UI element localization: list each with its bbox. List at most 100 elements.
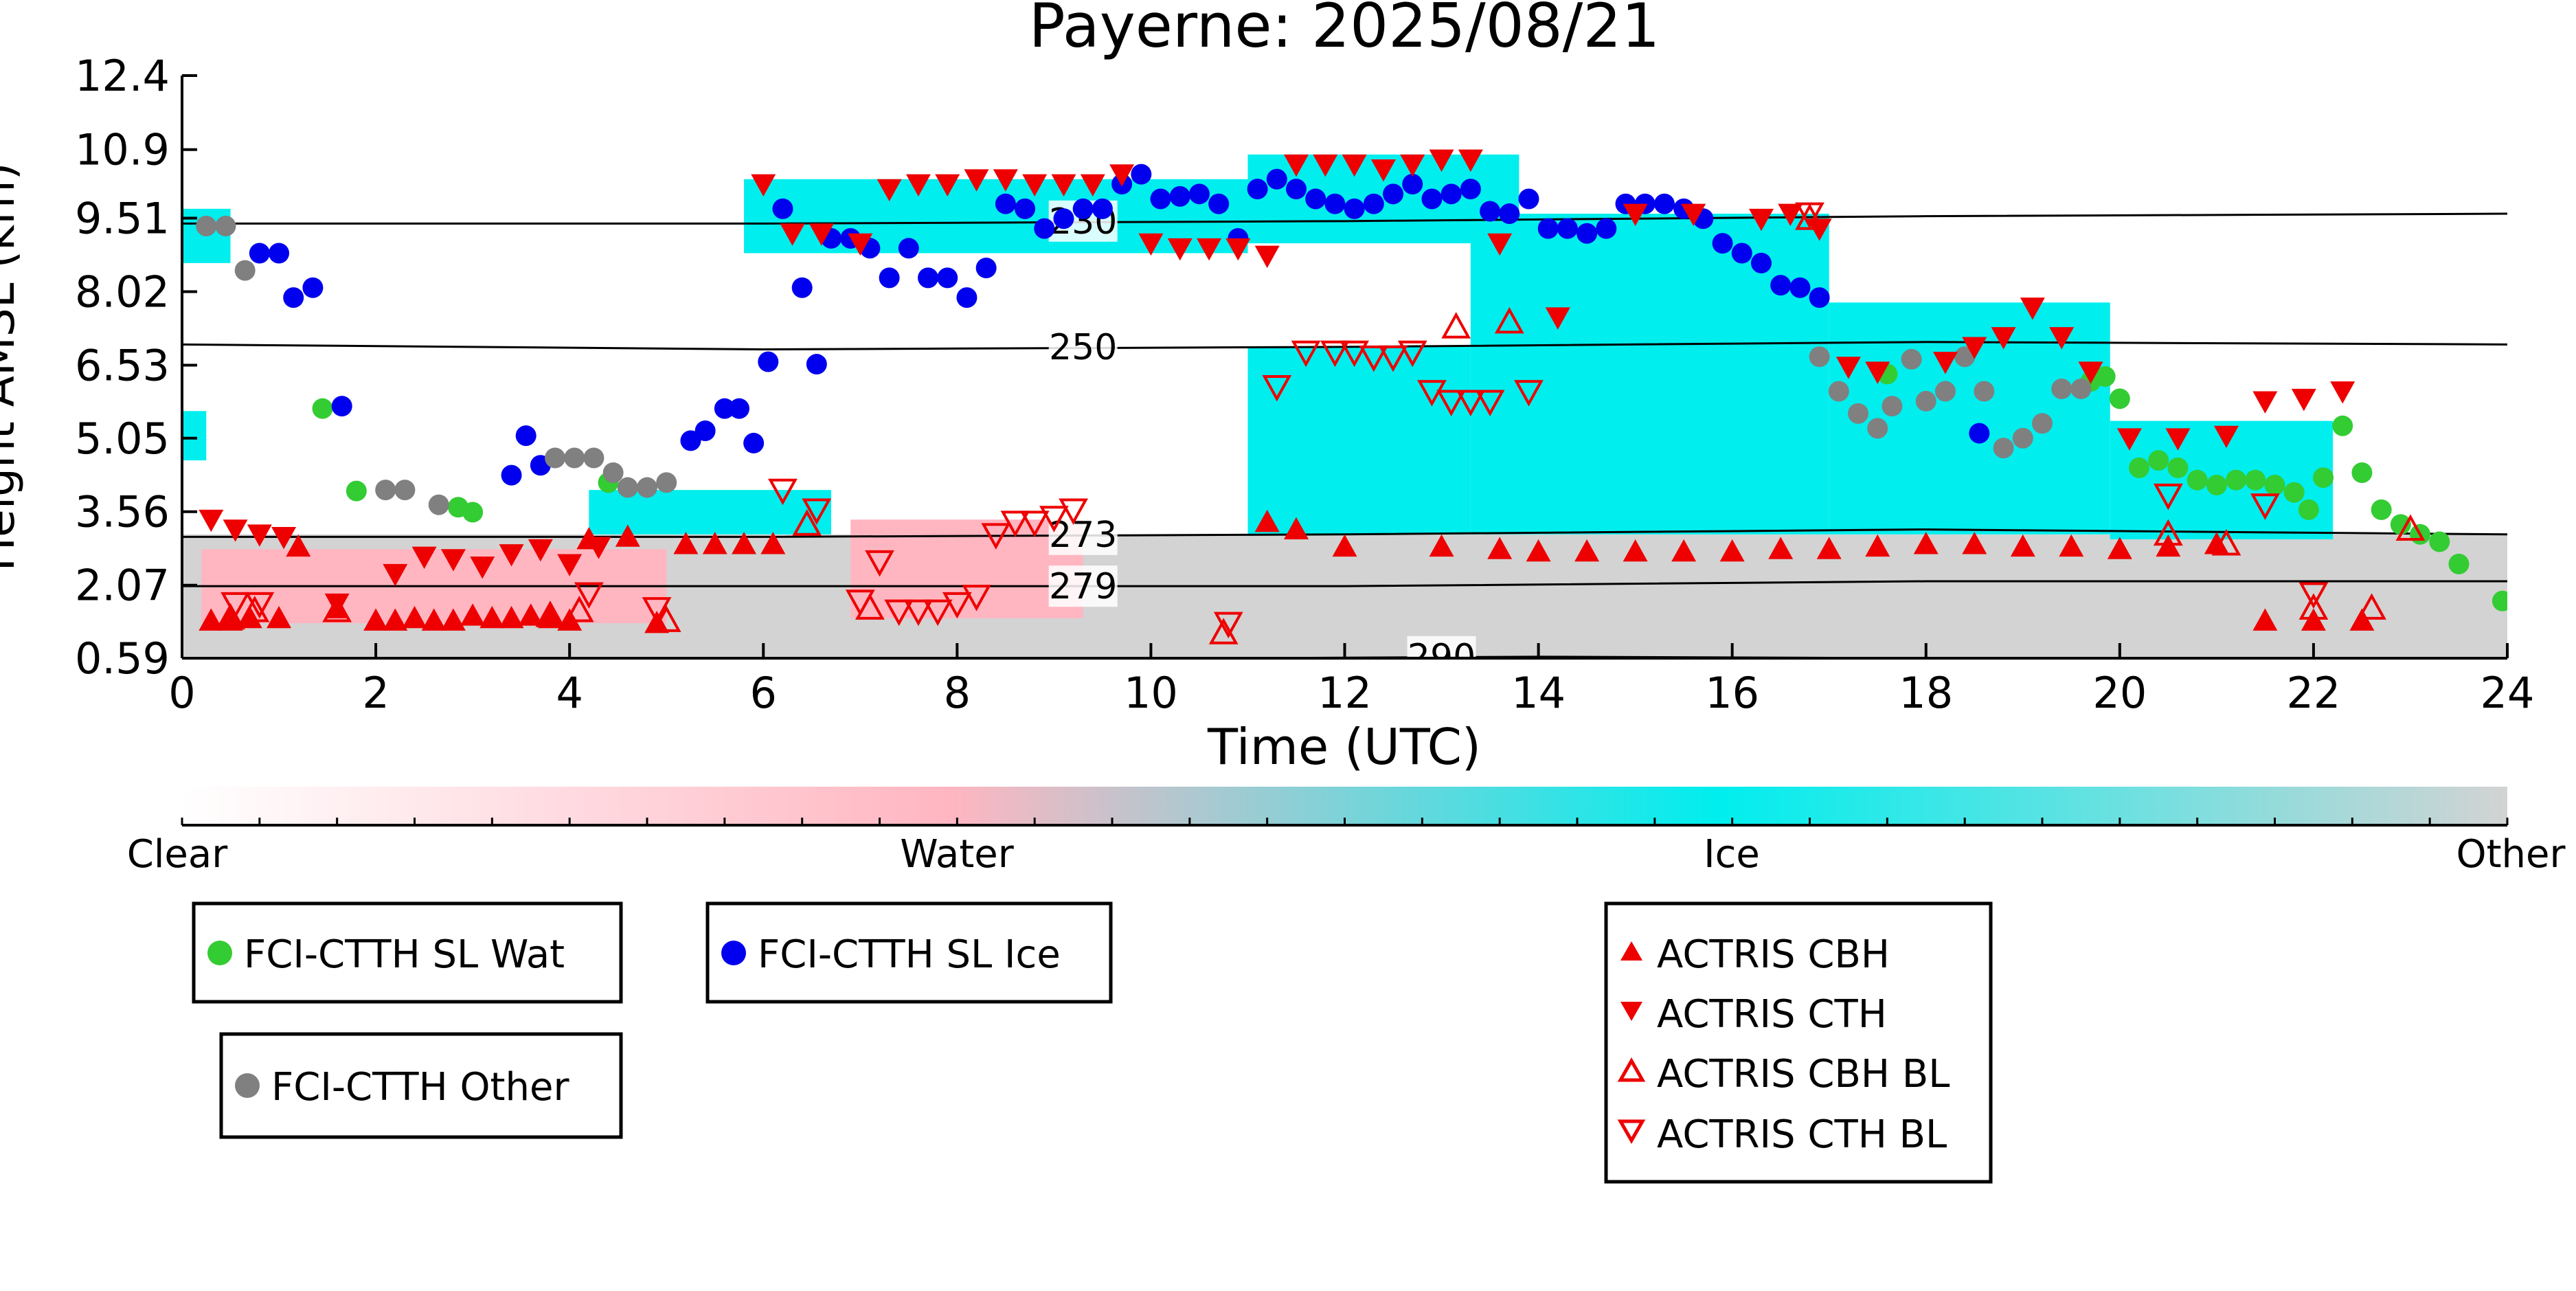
point-actris-cbh (1719, 539, 1745, 562)
point-actris-cth (383, 563, 408, 587)
point-actris-cth (964, 169, 989, 192)
x-tick-label: 6 (750, 668, 777, 718)
data-markers (196, 149, 2507, 644)
point-actris-cbh (383, 608, 408, 631)
point-fci-ctth-other (1848, 403, 1869, 424)
point-fci-ctth-sl-ice (1750, 252, 1772, 273)
point-fci-ctth-sl-wat (2094, 366, 2116, 388)
point-actris-cbh (537, 605, 563, 629)
point-actris-cth (1283, 154, 1309, 177)
x-tick-label: 20 (2092, 668, 2147, 718)
point-fci-ctth-sl-ice (1015, 198, 1036, 219)
point-actris-cth (2049, 327, 2075, 350)
point-actris-cth (905, 174, 931, 197)
point-fci-ctth-sl-ice (1770, 275, 1792, 296)
point-fci-ctth-sl-wat (462, 502, 484, 523)
point-fci-ctth-sl-ice (1188, 183, 1210, 205)
point-actris-cth-bl (942, 592, 972, 619)
y-tick-label: 5.05 (75, 414, 170, 464)
point-fci-ctth-sl-ice (1305, 188, 1326, 210)
x-tick-label: 4 (556, 668, 583, 718)
point-fci-ctth-sl-ice (1577, 223, 1598, 244)
point-fci-ctth-sl-ice (501, 464, 522, 486)
point-actris-cbh (479, 605, 505, 629)
x-tick-label: 2 (362, 668, 389, 718)
point-fci-ctth-sl-wat (312, 398, 333, 419)
point-fci-ctth-sl-ice (1383, 183, 1404, 205)
point-fci-ctth-sl-ice (995, 193, 1016, 214)
point-fci-ctth-sl-ice (806, 354, 827, 375)
point-fci-ctth-sl-ice (1092, 198, 1113, 219)
point-actris-cbh (1962, 532, 1987, 554)
point-actris-cth (1962, 337, 1987, 359)
point-actris-cth (1197, 238, 1222, 261)
point-actris-cth-bl (1378, 345, 1408, 372)
point-fci-ctth-sl-wat (2187, 469, 2208, 491)
isotherm-label-bg (1048, 565, 1118, 607)
point-fci-ctth-sl-ice (956, 287, 978, 308)
point-fci-ctth-sl-ice (879, 267, 900, 289)
point-fci-ctth-sl-ice (1499, 203, 1520, 225)
point-actris-cth (2116, 428, 2142, 451)
point-actris-cth (2165, 428, 2191, 451)
point-fci-ctth-sl-ice (1518, 188, 1539, 210)
point-fci-ctth-sl-wat (2148, 450, 2169, 471)
point-actris-cth-bl (1397, 340, 1427, 368)
isotherm-label-273: 273 (1049, 515, 1117, 556)
point-actris-cth (1342, 154, 1367, 177)
legend-label-sl-ice: FCI-CTTH SL Ice (758, 932, 1061, 977)
point-fci-ctth-sl-wat (2298, 499, 2319, 520)
point-actris-cth (440, 549, 466, 572)
point-fci-ctth-sl-ice (1169, 186, 1190, 207)
point-actris-cth (1400, 154, 1425, 177)
point-fci-ctth-sl-ice (743, 432, 765, 453)
point-fci-ctth-sl-ice (1460, 179, 1481, 200)
point-actris-cbh-bl (535, 600, 565, 627)
point-fci-ctth-sl-ice (1131, 164, 1152, 185)
point-fci-ctth-sl-wat (2429, 531, 2450, 552)
x-tick-label: 18 (1899, 668, 1953, 718)
point-actris-cth-bl (642, 597, 672, 624)
point-actris-cbh (199, 608, 224, 631)
colorbar-label-other: Other (2456, 832, 2566, 877)
point-fci-ctth-sl-wat (2332, 415, 2353, 436)
legend-label-cth-bl: ACTRIS CTH BL (1657, 1112, 1947, 1157)
point-actris-cth (2020, 298, 2045, 320)
point-fci-ctth-sl-wat (2283, 482, 2305, 503)
point-actris-cth-bl (802, 498, 832, 525)
point-fci-ctth-sl-wat (346, 480, 367, 502)
isotherm-line-230 (182, 212, 2507, 225)
point-actris-cth (528, 539, 553, 562)
phase-region-ice (182, 411, 207, 461)
point-fci-ctth-other (617, 477, 638, 498)
point-actris-cth-bl (1000, 510, 1030, 537)
point-fci-ctth-sl-wat (2313, 467, 2334, 489)
point-actris-cbh-bl (2357, 593, 2386, 620)
point-actris-cth-bl (1019, 510, 1050, 537)
point-fci-ctth-other (545, 447, 566, 469)
point-actris-cth (1254, 245, 1280, 269)
point-actris-cbh (2107, 537, 2132, 559)
point-actris-cbh (1816, 537, 1842, 559)
point-actris-cth (751, 174, 776, 197)
point-fci-ctth-sl-ice (1712, 233, 1733, 254)
point-fci-ctth-sl-ice (1053, 208, 1074, 229)
point-actris-cth-bl (221, 592, 250, 619)
point-actris-cbh (2204, 532, 2229, 554)
point-fci-ctth-sl-ice (680, 430, 701, 451)
legend-label-cbh: ACTRIS CBH (1657, 932, 1890, 977)
point-fci-ctth-sl-ice (1402, 173, 1423, 194)
point-actris-cth (1458, 149, 1483, 172)
point-actris-cbh (1623, 539, 1648, 562)
legend-marker-other (235, 1073, 260, 1098)
legend-marker-sl-wat (207, 941, 232, 965)
point-actris-cth-bl (1359, 345, 1389, 372)
point-actris-cbh (421, 608, 447, 631)
y-axis-label: Height AMSL (km) (0, 163, 25, 572)
point-actris-cbh (1574, 539, 1600, 562)
point-fci-ctth-sl-ice (1285, 179, 1307, 200)
point-actris-cth (271, 526, 297, 550)
point-fci-ctth-sl-ice (898, 238, 919, 259)
colorbar-ticks (181, 818, 2509, 825)
legend-label-other: FCI-CTTH Other (271, 1065, 569, 1110)
